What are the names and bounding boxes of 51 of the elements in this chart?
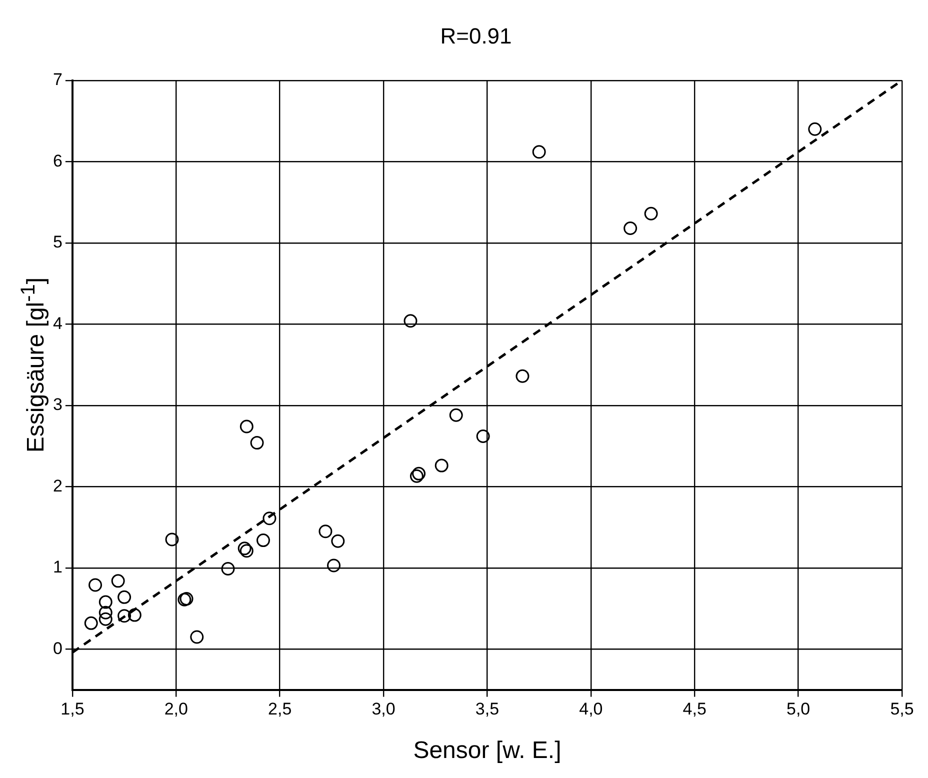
y-tick-label: 2 [52,476,62,496]
x-axis-title: Sensor [w. E.] [413,737,562,764]
point [98,612,112,626]
y-tick-label: 4 [52,314,62,333]
point [262,512,276,526]
point [84,616,98,630]
y-tick-label: 7 [52,70,62,90]
point [111,574,125,588]
point [240,420,254,434]
y-tick-label: 5 [52,232,62,252]
x-tick-label: 1,5 [60,700,84,719]
y-tick-label: 0 [52,638,62,658]
point [250,436,264,450]
point [240,544,254,558]
point [412,466,426,480]
point [221,562,235,576]
point [128,608,142,622]
point [190,630,204,644]
point [532,145,546,159]
point [98,606,112,620]
point [410,469,424,483]
x-tick-label: 5,0 [786,700,810,719]
x-tick-label: 2,0 [164,700,188,719]
point [88,578,102,592]
point [449,408,463,422]
chart-title: R=0.91 [440,23,512,48]
point [331,534,345,548]
y-tick-label: 1 [52,558,62,577]
y-tick-label: 3 [52,395,62,414]
point [404,314,418,328]
point [98,595,112,609]
point [118,609,132,623]
x-tick-label: 5,5 [890,700,914,719]
x-tick-label: 2,5 [268,700,292,719]
x-tick-label: 4,0 [579,700,603,719]
point [476,430,490,444]
point [644,206,658,220]
y-tick-label: 6 [52,151,62,170]
point [238,542,252,556]
point [327,558,341,572]
point [434,458,448,472]
point [165,532,179,546]
point [256,534,270,548]
point [624,222,638,236]
x-tick-label: 3,0 [372,700,396,719]
point [516,369,530,383]
point [118,590,132,604]
x-tick-label: 3,5 [475,700,500,719]
point [808,122,822,136]
x-tick-label: 4,5 [682,700,706,719]
point [318,524,332,538]
